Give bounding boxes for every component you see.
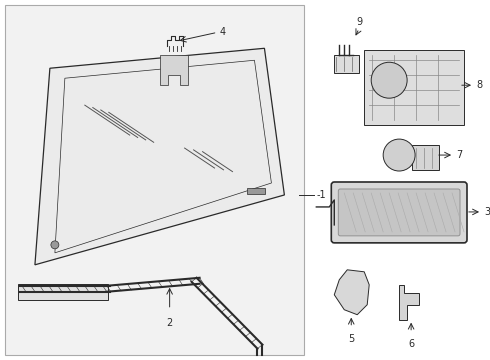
FancyBboxPatch shape (334, 55, 359, 73)
Text: 9: 9 (356, 17, 362, 27)
FancyBboxPatch shape (331, 182, 467, 243)
Circle shape (51, 241, 59, 249)
Text: 5: 5 (348, 334, 354, 344)
Polygon shape (160, 55, 188, 85)
Polygon shape (35, 48, 284, 265)
Text: 4: 4 (220, 27, 226, 37)
Polygon shape (412, 145, 439, 170)
Circle shape (383, 139, 415, 171)
FancyBboxPatch shape (5, 5, 304, 355)
Polygon shape (18, 284, 108, 300)
Text: 3: 3 (484, 207, 490, 217)
Text: 6: 6 (408, 339, 414, 348)
FancyBboxPatch shape (364, 50, 464, 125)
Text: 8: 8 (476, 80, 482, 90)
Text: -1: -1 (317, 190, 326, 200)
FancyBboxPatch shape (247, 188, 266, 194)
Polygon shape (334, 270, 369, 315)
Polygon shape (399, 285, 419, 320)
FancyBboxPatch shape (338, 189, 460, 236)
Circle shape (371, 62, 407, 98)
Text: 7: 7 (456, 150, 462, 160)
Text: 2: 2 (167, 318, 173, 328)
